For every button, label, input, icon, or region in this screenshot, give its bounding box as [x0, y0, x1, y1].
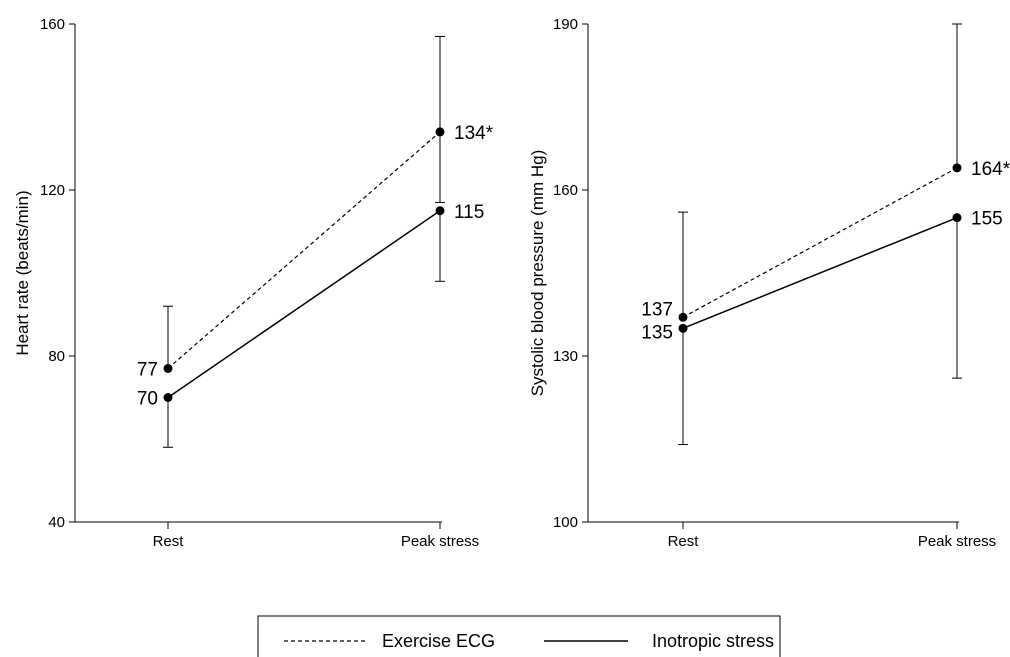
series-line [682, 167, 958, 318]
data-point [678, 312, 688, 322]
series-exercise-ecg: 137 164* [641, 23, 1010, 322]
data-point [163, 363, 173, 373]
chart-panels: 40 80 120 160 Rest Peak stress Heart rate (bea… [13, 16, 1010, 550]
data-point [952, 213, 962, 223]
chart-panel-2: 100 130 160 190 Rest Peak stress Systolic bloo… [528, 16, 1010, 550]
y-tick-label: 160 [553, 182, 578, 199]
y-axis-title: Heart rate (beats/min) [13, 190, 32, 355]
data-label: 70 [137, 389, 158, 410]
y-tick-label: 80 [48, 348, 65, 365]
legend-label-inotropic-stress: Inotropic stress [652, 631, 774, 651]
data-point [952, 163, 962, 173]
data-label: 137 [641, 299, 673, 320]
chart-panel-1: 40 80 120 160 Rest Peak stress Heart rate (bea… [13, 16, 494, 550]
legend-label-exercise-ecg: Exercise ECG [382, 631, 495, 651]
y-tick-label: 190 [553, 16, 578, 33]
x-tick-label: Peak stress [401, 533, 479, 550]
series-line [167, 131, 441, 369]
data-point [163, 393, 173, 402]
legend: Exercise ECG Inotropic stress [257, 615, 781, 657]
y-tick-label: 120 [40, 182, 65, 199]
y-tick-label: 100 [553, 514, 578, 531]
x-tick-label: Rest [153, 533, 185, 550]
y-tick-label: 40 [48, 514, 65, 531]
data-label: 77 [137, 359, 158, 380]
y-axis-title: Systolic blood pressure (mm Hg) [528, 150, 547, 397]
series-inotropic-stress: 135 155 [641, 209, 1003, 446]
x-tick-label: Peak stress [918, 533, 996, 550]
data-label: 164* [971, 159, 1010, 180]
legend-box [257, 615, 781, 657]
y-tick-label: 130 [553, 348, 578, 365]
series-inotropic-stress: 70 115 [137, 202, 484, 448]
data-label: 155 [971, 209, 1003, 230]
data-point [435, 206, 445, 216]
x-tick-label: Rest [668, 533, 700, 550]
series-line [167, 210, 441, 399]
data-point [435, 127, 445, 137]
series-exercise-ecg: 77 134* [137, 35, 494, 380]
data-label: 135 [641, 322, 673, 343]
series-line [682, 216, 958, 330]
data-label: 115 [454, 202, 484, 223]
y-tick-label: 160 [40, 16, 65, 33]
data-point [678, 323, 688, 333]
data-label: 134* [454, 123, 494, 144]
